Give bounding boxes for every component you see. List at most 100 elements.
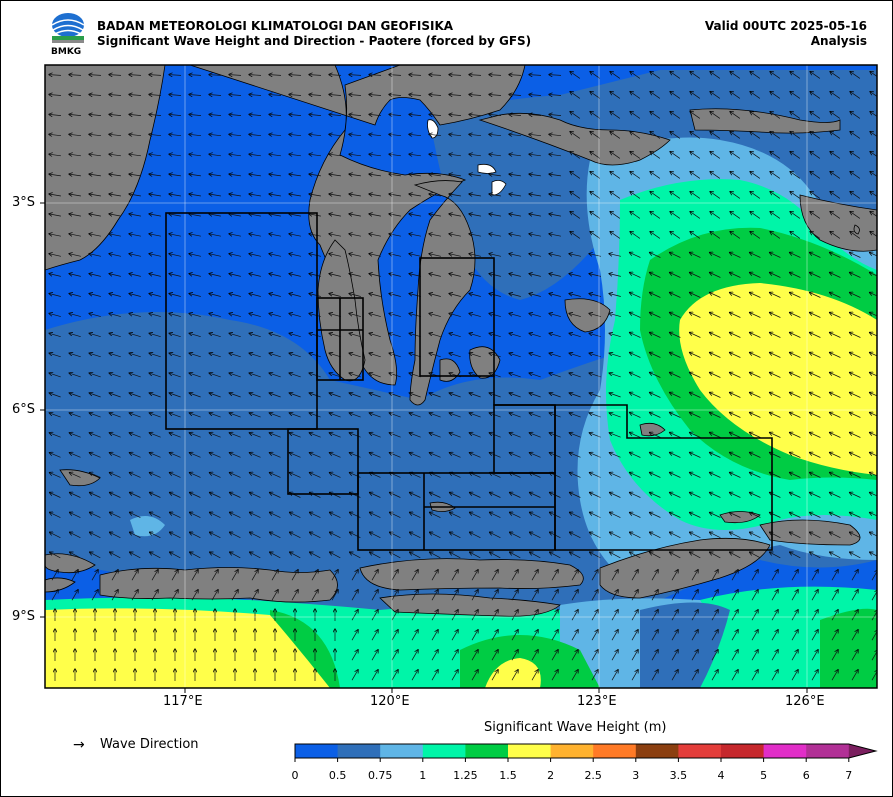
wave-arrow	[810, 72, 821, 79]
wave-arrow	[630, 212, 641, 219]
wave-arrow	[770, 313, 781, 318]
wave-arrow	[770, 192, 781, 199]
wave-arrow	[810, 293, 821, 298]
wave-arrow	[289, 294, 301, 297]
wave-arrow	[289, 254, 301, 257]
wave-arrow	[229, 214, 241, 216]
wave-arrow	[369, 393, 381, 398]
wave-arrow	[549, 313, 561, 317]
wave-arrow	[49, 234, 61, 236]
wave-arrow	[290, 453, 301, 458]
wave-arrow	[710, 453, 721, 458]
wave-arrow	[670, 413, 681, 418]
wave-arrow	[530, 453, 541, 458]
wave-arrow	[549, 333, 561, 338]
wave-arrow	[249, 373, 261, 378]
wave-arrow	[529, 393, 541, 398]
wave-arrow	[109, 214, 121, 216]
wave-arrow	[650, 152, 661, 159]
wave-arrow	[349, 373, 361, 378]
wave-arrow	[710, 513, 721, 518]
wave-arrow	[770, 393, 781, 398]
wave-arrow	[49, 333, 61, 338]
wave-arrow	[810, 192, 821, 199]
wave-arrow	[69, 194, 81, 196]
wave-arrow	[389, 134, 402, 135]
wave-arrow	[450, 493, 461, 498]
wave-arrow	[790, 313, 801, 318]
wave-arrow	[509, 393, 521, 398]
wave-arrow	[489, 114, 502, 115]
wave-arrow	[609, 433, 621, 438]
wave-arrow	[330, 473, 341, 478]
wave-arrow	[730, 192, 741, 199]
wave-arrow	[630, 513, 641, 518]
wave-arrow	[229, 353, 241, 358]
wave-arrow	[630, 413, 641, 418]
wave-arrow	[870, 333, 877, 337]
wave-arrow	[530, 512, 541, 518]
wave-arrow	[870, 453, 877, 457]
wave-arrow	[149, 274, 161, 277]
wave-arrow	[289, 95, 302, 96]
wave-arrow	[790, 453, 801, 458]
wave-arrow	[690, 172, 701, 179]
wave-arrow	[429, 234, 441, 236]
wave-arrow	[830, 413, 841, 418]
wave-arrow	[449, 95, 462, 96]
wave-arrow	[670, 132, 681, 139]
wave-arrow	[349, 294, 361, 297]
wave-arrow	[50, 532, 61, 539]
wave-arrow	[389, 333, 401, 338]
wave-direction-arrows	[49, 72, 877, 681]
wave-arrow	[389, 413, 401, 418]
wave-arrow	[129, 294, 141, 297]
wave-arrow	[129, 154, 141, 156]
wave-arrow	[290, 512, 301, 518]
wave-arrow	[170, 453, 181, 458]
wave-arrow	[329, 234, 341, 236]
wave-arrow	[670, 473, 681, 478]
wave-arrow	[569, 433, 581, 438]
wave-arrow	[70, 453, 81, 458]
wave-arrow	[429, 353, 441, 358]
wave-arrow	[249, 194, 261, 196]
wave-arrow	[790, 273, 801, 278]
wave-arrow	[249, 174, 261, 176]
wave-arrow	[730, 232, 741, 239]
wave-arrow	[670, 273, 681, 278]
logo-text: BMKG	[51, 47, 82, 57]
colorbar-tick-label: 0.5	[328, 769, 347, 782]
wave-arrow	[510, 512, 521, 518]
wave-arrow	[150, 473, 161, 478]
wave-arrow	[429, 274, 441, 277]
wave-arrow	[670, 112, 681, 119]
wave-arrow	[249, 95, 262, 96]
wave-arrow	[409, 313, 421, 317]
wave-arrow	[510, 453, 521, 458]
wave-arrow	[870, 473, 877, 477]
wave-arrow	[710, 92, 721, 99]
wave-arrow	[329, 353, 341, 358]
wave-arrow	[89, 234, 101, 236]
wave-arrow	[49, 214, 61, 216]
wave-arrow	[269, 274, 281, 277]
wave-arrow	[310, 473, 321, 478]
wave-arrow	[169, 313, 181, 317]
wave-arrow	[530, 493, 541, 498]
wave-arrow	[109, 393, 121, 398]
wave-arrow	[129, 75, 142, 76]
wave-arrow	[369, 134, 382, 135]
wave-arrow	[329, 114, 342, 115]
wave-arrow	[230, 512, 241, 518]
wave-arrow	[369, 353, 381, 358]
wave-arrow	[229, 174, 241, 176]
wave-arrow	[850, 353, 861, 358]
wave-arrow	[549, 353, 561, 358]
wave-arrow	[650, 433, 661, 438]
wave-arrow	[209, 114, 222, 115]
wave-arrow	[209, 134, 222, 135]
wave-arrow	[429, 393, 441, 398]
wave-arrow	[570, 493, 581, 498]
wave-arrow	[690, 313, 701, 318]
